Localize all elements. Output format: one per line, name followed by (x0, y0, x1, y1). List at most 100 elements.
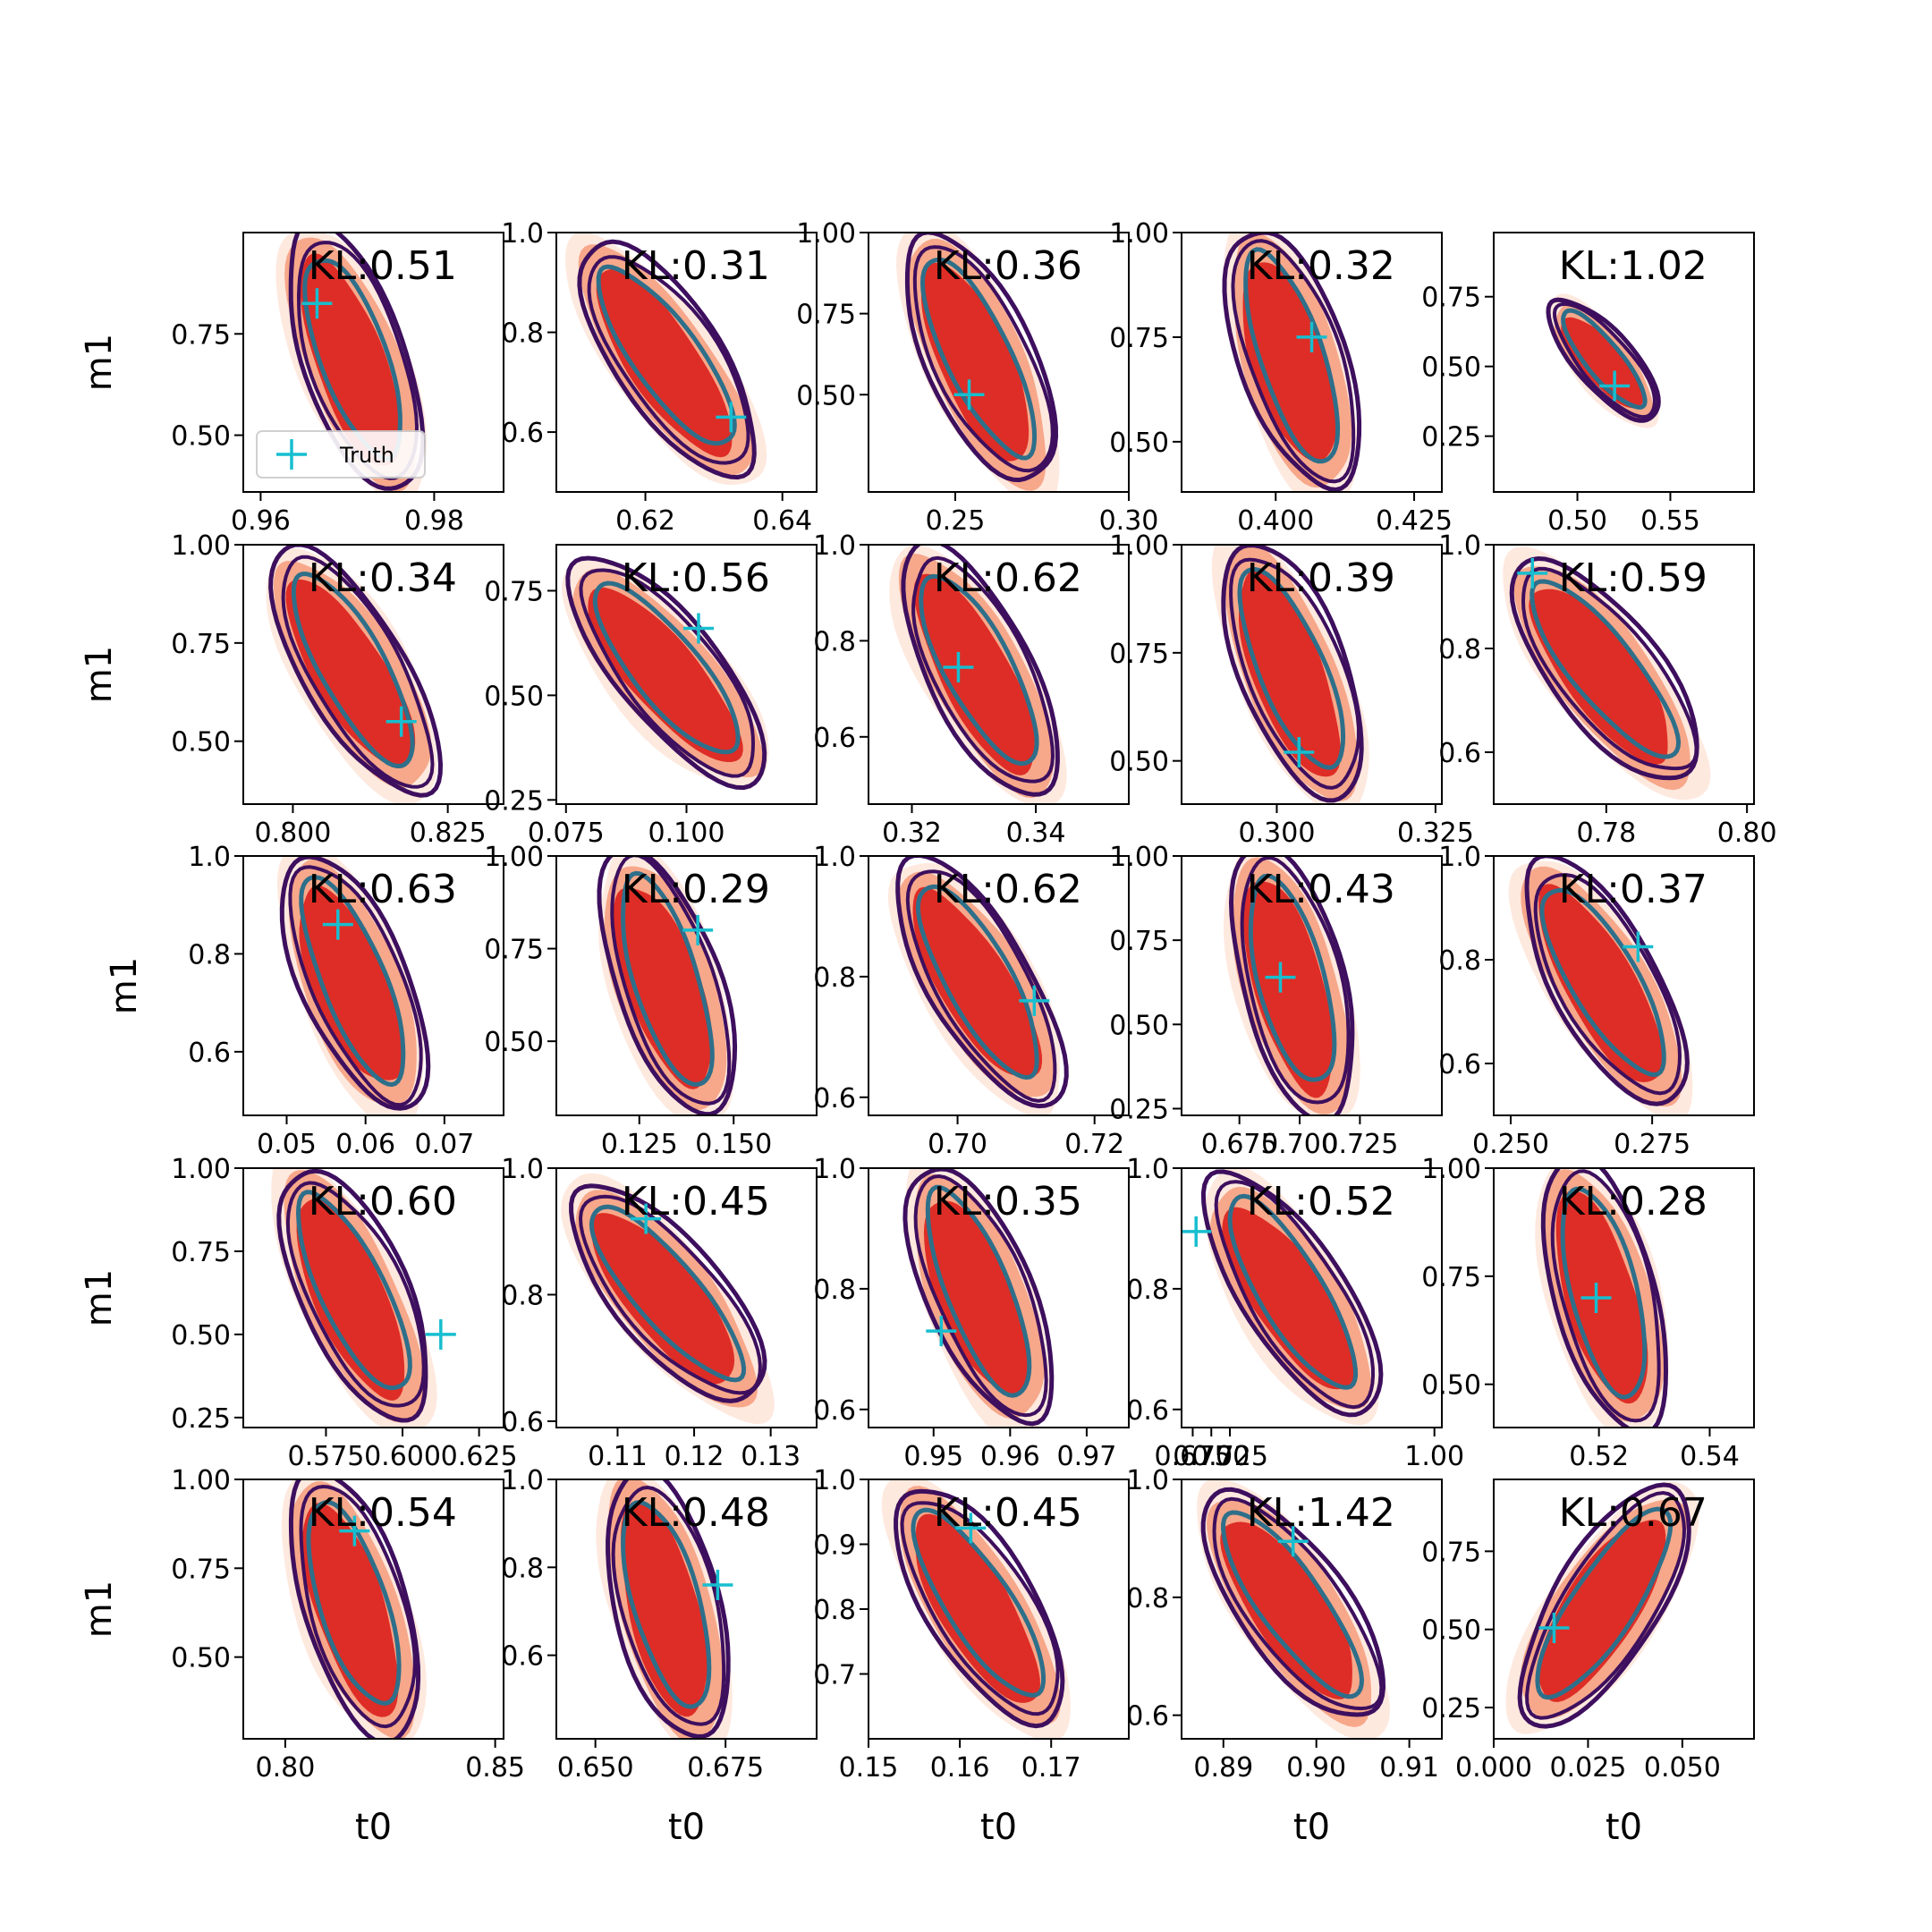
kl-label: KL:0.60 (309, 1179, 457, 1224)
x-tick-label: 0.600 (364, 1441, 441, 1472)
x-tick-label: 0.075 (528, 818, 605, 849)
y-tick-label: 0.75 (1421, 1262, 1481, 1293)
density-contours (561, 1173, 775, 1425)
contour-inner (919, 573, 1039, 767)
density-fill-inner (285, 579, 416, 768)
contour-middle (1550, 1169, 1661, 1423)
kl-label: KL:0.31 (622, 243, 770, 289)
y-axis-label: m1 (79, 334, 120, 391)
contour-middle (281, 555, 435, 789)
density-contours (902, 1168, 1055, 1428)
y-tick-label: 1.00 (171, 1465, 231, 1496)
legend-box (256, 430, 426, 479)
x-tick-label: 0.97 (1057, 1441, 1117, 1472)
x-tick-label: 0.275 (1614, 1129, 1690, 1160)
x-tick-label: 0.80 (256, 1752, 316, 1784)
contour-inner (911, 1507, 1046, 1698)
axes-frame (555, 1479, 818, 1740)
y-tick-label: 0.75 (1421, 1537, 1481, 1568)
contour-middle (1525, 1490, 1687, 1720)
density-fill-inner (299, 885, 404, 1080)
density-contours (266, 545, 444, 804)
y-tick-label: 1.0 (813, 1465, 856, 1496)
axes-frame (1493, 1479, 1755, 1740)
density-fill-inner (1242, 881, 1334, 1098)
kl-label: KL:1.42 (1247, 1490, 1395, 1536)
axes-frame (1493, 1167, 1755, 1428)
x-tick-label: 0.675 (1201, 1129, 1278, 1160)
density-fill-inner (1238, 569, 1341, 777)
panel-8: 0.32 0.34 0.6 0.8 1.0 KL:0.62 (813, 530, 1130, 849)
truth-marker (1623, 931, 1654, 962)
axes-frame (1181, 1167, 1443, 1428)
x-tick-label: 0.07 (414, 1129, 474, 1160)
y-tick-label: 0.50 (1421, 352, 1481, 384)
y-tick-label: 0.75 (171, 629, 231, 660)
x-tick-label: 0.85 (465, 1752, 525, 1784)
density-contours (562, 555, 769, 791)
truth-marker (1277, 1526, 1309, 1557)
y-axis-label: m1 (79, 646, 120, 703)
x-tick-label: 0.96 (231, 505, 291, 537)
truth-marker (682, 914, 714, 945)
axes-frame (242, 855, 504, 1116)
x-tick-label: 0.000 (1455, 1752, 1532, 1784)
contour-outer (1200, 1169, 1384, 1418)
x-tick-label: 0.17 (1021, 1752, 1081, 1784)
kl-label: KL:0.43 (1247, 867, 1395, 912)
panel-2: 0.62 0.64 0.6 0.8 1.0 KL:0.31 (501, 218, 818, 537)
axes-frame (1493, 544, 1755, 805)
x-tick-label: 0.12 (665, 1441, 724, 1472)
panel-16: 0.575 0.600 0.625 0.25 0.50 0.75 1.00 KL:0.60 m1 (79, 1154, 518, 1472)
y-tick-label: 0.75 (171, 319, 231, 351)
kl-label: KL:0.67 (1559, 1490, 1707, 1536)
x-tick-label: 0.725 (1321, 1129, 1398, 1160)
density-contours (1223, 856, 1360, 1115)
density-fill-inner (613, 887, 713, 1089)
kl-label: KL:0.29 (622, 867, 770, 912)
contour-middle (911, 555, 1055, 784)
axes-frame (868, 232, 1130, 493)
y-tick-label: 0.8 (501, 318, 544, 350)
kl-label: KL:0.62 (934, 555, 1082, 601)
contour-outer (1221, 545, 1364, 803)
y-tick-label: 0.75 (171, 1237, 231, 1268)
contour-middle (1229, 557, 1360, 790)
contour-middle (611, 1485, 726, 1726)
contour-middle (579, 568, 756, 778)
truth-marker (1580, 1283, 1612, 1313)
kl-label: KL:0.56 (622, 555, 770, 601)
truth-marker (1019, 985, 1050, 1016)
truth-marker (1181, 1216, 1212, 1247)
y-tick-label: 1.0 (1438, 842, 1481, 873)
panel-3: 0.25 0.30 0.50 0.75 1.00 KL:0.36 (796, 218, 1158, 537)
contour-outer (904, 233, 1059, 483)
density-contours (1503, 547, 1711, 801)
contour-outer (894, 1488, 1065, 1729)
x-tick-label: 0.725 (1191, 1441, 1268, 1472)
kl-label: KL:0.63 (309, 867, 457, 912)
density-contours (1222, 233, 1362, 492)
panel-13: 0.70 0.72 0.6 0.8 1.0 KL:0.62 (813, 842, 1130, 1160)
density-fill-inner (923, 1200, 1030, 1396)
y-tick-label: 0.8 (1126, 1583, 1169, 1614)
y-tick-label: 0.25 (1421, 422, 1481, 453)
density-fill-inner (590, 1213, 735, 1385)
x-tick-label: 0.150 (695, 1129, 772, 1160)
contour-inner (295, 1190, 412, 1391)
x-tick-label: 0.64 (752, 505, 812, 537)
x-tick-label: 0.125 (601, 1129, 678, 1160)
y-tick-label: 0.75 (1109, 323, 1169, 354)
kl-label: KL:0.48 (622, 1490, 770, 1536)
y-tick-label: 1.00 (1109, 218, 1169, 250)
x-axis-label: t0 (1293, 1807, 1330, 1848)
density-fill-inner (596, 268, 733, 458)
axes-frame (1493, 232, 1755, 493)
density-fill-inner (913, 573, 1035, 775)
panel-4: 0.400 0.425 0.50 0.75 1.00 KL:0.32 (1109, 218, 1453, 537)
contour-inner (592, 580, 741, 755)
x-tick-label: 0.425 (1376, 505, 1453, 537)
contour-middle (1521, 566, 1699, 771)
y-tick-label: 1.0 (188, 842, 231, 873)
